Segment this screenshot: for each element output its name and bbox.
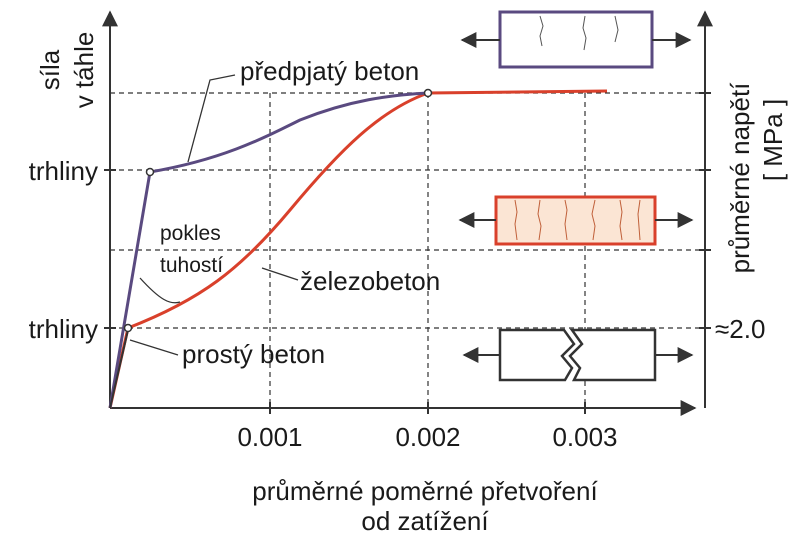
annotation: tuhostí bbox=[160, 254, 223, 277]
diagram: síla v táhle trhliny trhliny průměrné na… bbox=[0, 0, 796, 537]
right-axis-label: průměrné napětí bbox=[725, 82, 755, 274]
x-tick-label: 0.001 bbox=[237, 422, 302, 452]
level-label: trhliny bbox=[29, 156, 98, 186]
x-tick-label: 0.003 bbox=[552, 422, 617, 452]
yield-point bbox=[425, 90, 432, 97]
curve-label: železobeton bbox=[300, 266, 440, 296]
right-axis-label: [ MPa ] bbox=[758, 99, 788, 181]
crack-point bbox=[147, 169, 154, 176]
x-axis-title: průměrné poměrné přetvoření bbox=[252, 476, 598, 506]
level-label: trhliny bbox=[29, 314, 98, 344]
x-axis-title: od zatížení bbox=[361, 506, 489, 536]
crack-point bbox=[125, 325, 132, 332]
right-level-label: ≈2.0 bbox=[715, 314, 765, 344]
left-axis-label: v táhle bbox=[69, 32, 99, 109]
x-tick-label: 0.002 bbox=[395, 422, 460, 452]
annotation: pokles bbox=[160, 222, 221, 245]
curve-label: předpjatý beton bbox=[240, 56, 419, 86]
left-axis-label: síla bbox=[35, 49, 65, 90]
curve-label: prostý beton bbox=[182, 339, 325, 369]
